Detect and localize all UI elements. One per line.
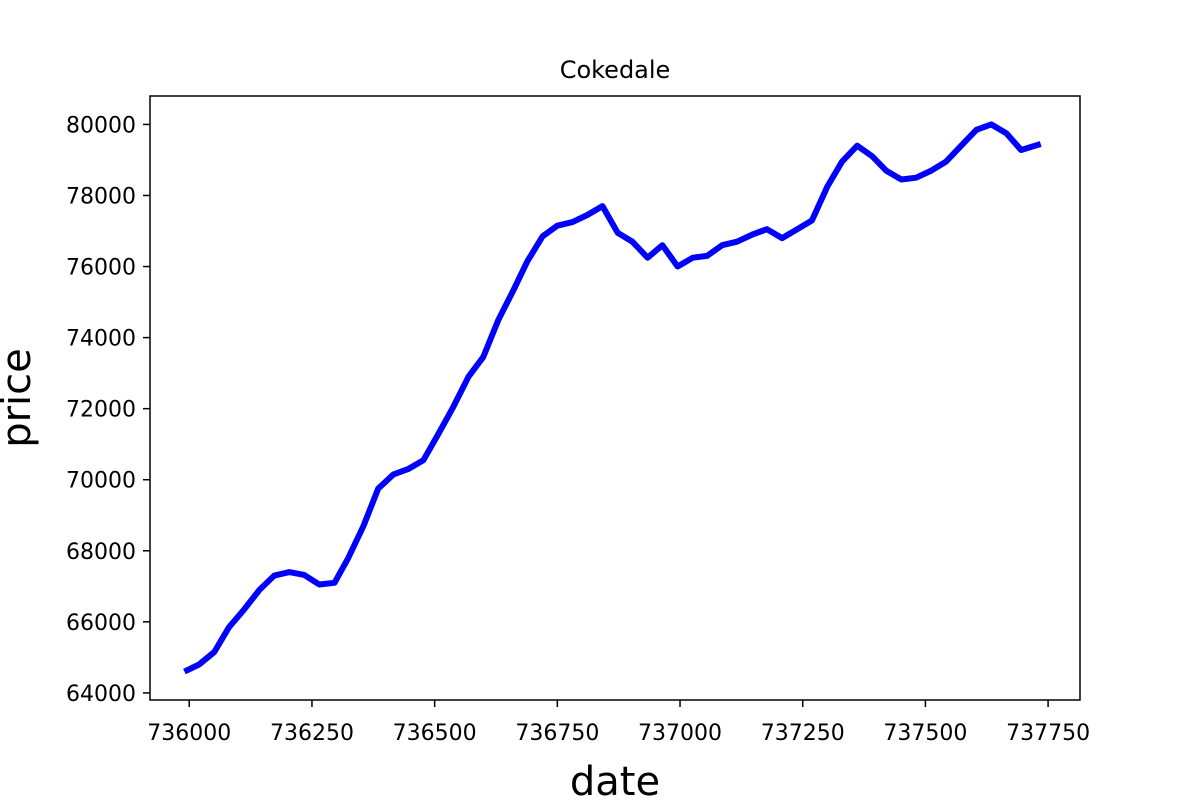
y-tick-label: 76000 [66,256,136,281]
y-axis-label: price [0,348,40,448]
chart-title: Cokedale [560,56,671,84]
x-tick-label: 737750 [1006,721,1090,746]
x-tick-label: 736500 [393,721,477,746]
x-tick-label: 737250 [761,721,845,746]
x-tick-label: 737000 [638,721,722,746]
x-tick-label: 736000 [147,721,231,746]
y-tick-label: 70000 [66,469,136,494]
plot-frame [149,95,1081,701]
y-tick-label: 80000 [66,113,136,138]
x-axis: 736000 736250 736500 736750 737000 737250 7375… [147,700,1090,746]
x-tick-label: 736250 [270,721,354,746]
plot-marks [183,121,1042,675]
y-tick-label: 72000 [66,398,136,423]
x-axis-label: date [570,759,660,800]
y-tick-label: 78000 [66,184,136,209]
y-tick-label: 64000 [66,682,136,707]
x-tick-label: 736750 [515,721,599,746]
y-axis: 64000 66000 68000 70000 72000 74000 76000 78000… [66,113,150,707]
series-line-price [183,121,1042,675]
x-tick-label: 737500 [883,721,967,746]
y-tick-label: 68000 [66,540,136,565]
y-tick-label: 74000 [66,327,136,352]
y-tick-label: 66000 [66,611,136,636]
